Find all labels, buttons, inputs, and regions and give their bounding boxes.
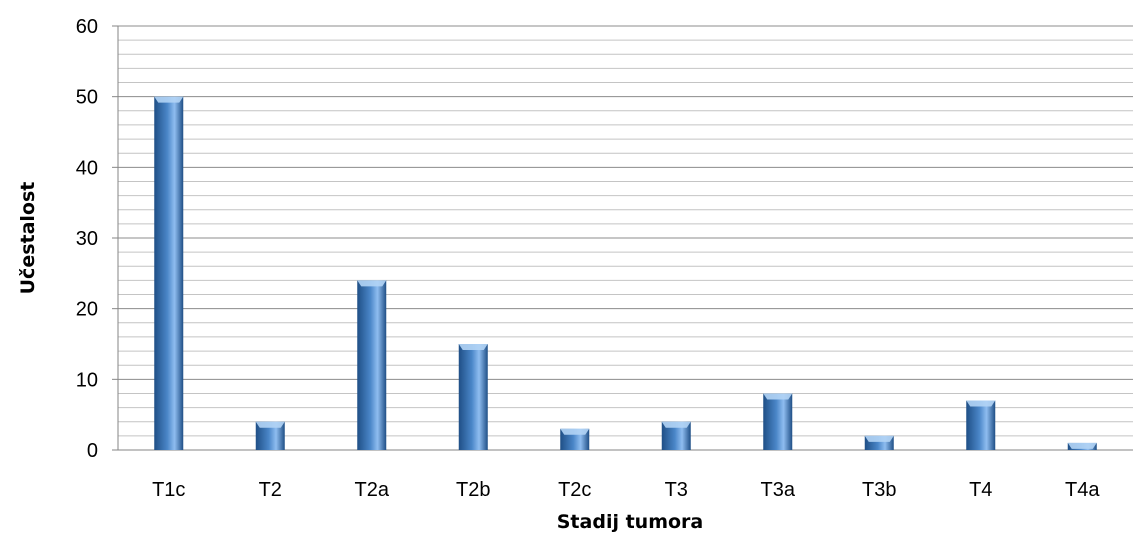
bar-body <box>458 344 488 450</box>
bar-T4 <box>966 400 996 450</box>
y-tick-label: 10 <box>76 369 98 391</box>
y-tick-label: 0 <box>87 440 98 462</box>
x-tick-label: T2b <box>456 479 490 501</box>
bar-body <box>763 393 793 450</box>
bar-cap <box>864 435 894 442</box>
bar-cap <box>154 96 184 103</box>
bar-cap <box>1067 442 1097 449</box>
bar-T3a <box>763 393 793 450</box>
x-tick-label: T2a <box>355 479 390 501</box>
bar-T2 <box>255 421 285 450</box>
x-tick-label: T3 <box>665 479 688 501</box>
gridlines <box>118 25 1133 437</box>
x-tick-label: T3b <box>862 479 896 501</box>
bar-T2b <box>458 344 488 450</box>
y-tick-label: 60 <box>76 16 98 38</box>
x-tick-label: T4a <box>1065 479 1100 501</box>
x-tick-label: T4 <box>969 479 992 501</box>
y-tick-label: 20 <box>76 299 98 321</box>
bar-T4a <box>1067 442 1097 450</box>
x-axis-title: Stadij tumora <box>557 511 703 533</box>
bar-cap <box>458 344 488 350</box>
bar-body <box>966 400 996 450</box>
bar-cap <box>763 393 793 400</box>
y-tick-labels: 0 10 20 30 40 50 60 <box>76 16 98 462</box>
y-axis-title: Učestalost <box>17 182 39 295</box>
bar-T2c <box>560 428 590 450</box>
bar-cap <box>966 400 996 407</box>
y-tick-label: 50 <box>76 87 98 109</box>
x-tick-labels: T1c T2 T2a T2b T2c T3 T3a T3b T4 T4a <box>152 479 1100 501</box>
bars <box>154 96 1097 451</box>
axes <box>112 25 1133 451</box>
bar-T3b <box>864 435 894 450</box>
y-tick-label: 30 <box>76 228 98 250</box>
bar-cap <box>357 280 387 287</box>
y-tick-label: 40 <box>76 157 98 179</box>
bar-cap <box>560 428 590 435</box>
bar-T2a <box>357 280 387 450</box>
x-tick-label: T2 <box>259 479 282 501</box>
bar-T3 <box>661 421 691 450</box>
x-tick-label: T1c <box>152 479 185 501</box>
x-tick-label: T3a <box>761 479 796 501</box>
bar-body <box>154 96 184 451</box>
bar-cap <box>255 421 285 428</box>
bar-cap <box>661 421 691 428</box>
bar-body <box>357 280 387 450</box>
x-tick-label: T2c <box>558 479 591 501</box>
bar-T1c <box>154 96 184 451</box>
